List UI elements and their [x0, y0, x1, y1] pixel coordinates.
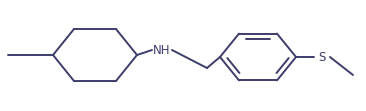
Text: S: S — [318, 51, 326, 63]
Text: NH: NH — [153, 44, 171, 56]
